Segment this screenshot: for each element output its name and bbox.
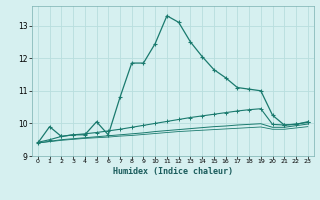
X-axis label: Humidex (Indice chaleur): Humidex (Indice chaleur): [113, 167, 233, 176]
